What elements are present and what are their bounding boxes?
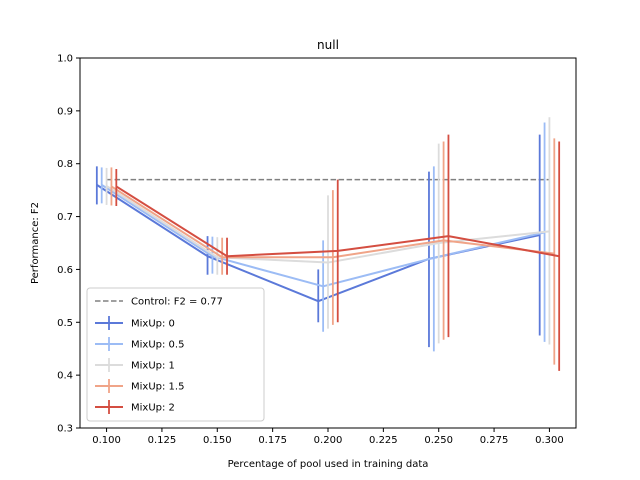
legend-label: MixUp: 1.5 (131, 382, 184, 393)
legend-box (86, 287, 265, 422)
y-tick-label: 0.3 (57, 424, 73, 435)
x-tick-label: 0.125 (148, 435, 177, 446)
x-tick-label: 0.150 (203, 435, 232, 446)
y-tick-label: 0.6 (57, 265, 73, 276)
series-4 (115, 134, 561, 371)
legend-label: MixUp: 2 (131, 403, 175, 414)
x-tick-label: 0.200 (314, 435, 343, 446)
y-axis-label: Performance: F2 (30, 202, 41, 284)
series-2 (105, 117, 551, 345)
series-line (115, 185, 560, 258)
series-1 (100, 122, 546, 352)
y-tick-label: 0.5 (57, 318, 73, 329)
y-tick-label: 0.8 (57, 159, 73, 170)
chart-title: null (317, 38, 339, 52)
legend-label: MixUp: 0 (131, 319, 175, 330)
series-line (106, 185, 550, 264)
x-tick-label: 0.250 (424, 435, 453, 446)
y-axis: 0.3 0.4 0.5 0.6 0.7 0.8 0.9 1.0 (57, 54, 80, 435)
y-tick-label: 0.4 (57, 371, 73, 382)
legend-label: MixUp: 1 (131, 361, 175, 372)
x-tick-label: 0.275 (480, 435, 509, 446)
series-line (110, 185, 555, 259)
legend-label-control: Control: F2 = 0.77 (131, 297, 223, 308)
x-tick-label: 0.175 (258, 435, 287, 446)
x-tick-label: 0.225 (369, 435, 398, 446)
plot-marks (95, 117, 561, 371)
x-axis-label: Percentage of pool used in training data (228, 459, 429, 470)
y-tick-label: 0.7 (57, 212, 73, 223)
legend: Control: F2 = 0.77 MixUp: 0 MixUp: 0.5 MixU… (86, 287, 265, 422)
y-tick-label: 0.9 (57, 106, 73, 117)
y-tick-label: 1.0 (57, 54, 73, 65)
series-3 (110, 138, 556, 365)
legend-label: MixUp: 0.5 (131, 340, 184, 351)
series-line (101, 184, 545, 288)
x-tick-label: 0.300 (535, 435, 564, 446)
x-tick-label: 0.100 (92, 435, 121, 446)
x-axis: 0.100 0.125 0.150 0.175 0.200 0.225 0.250 0.275… (92, 428, 564, 446)
